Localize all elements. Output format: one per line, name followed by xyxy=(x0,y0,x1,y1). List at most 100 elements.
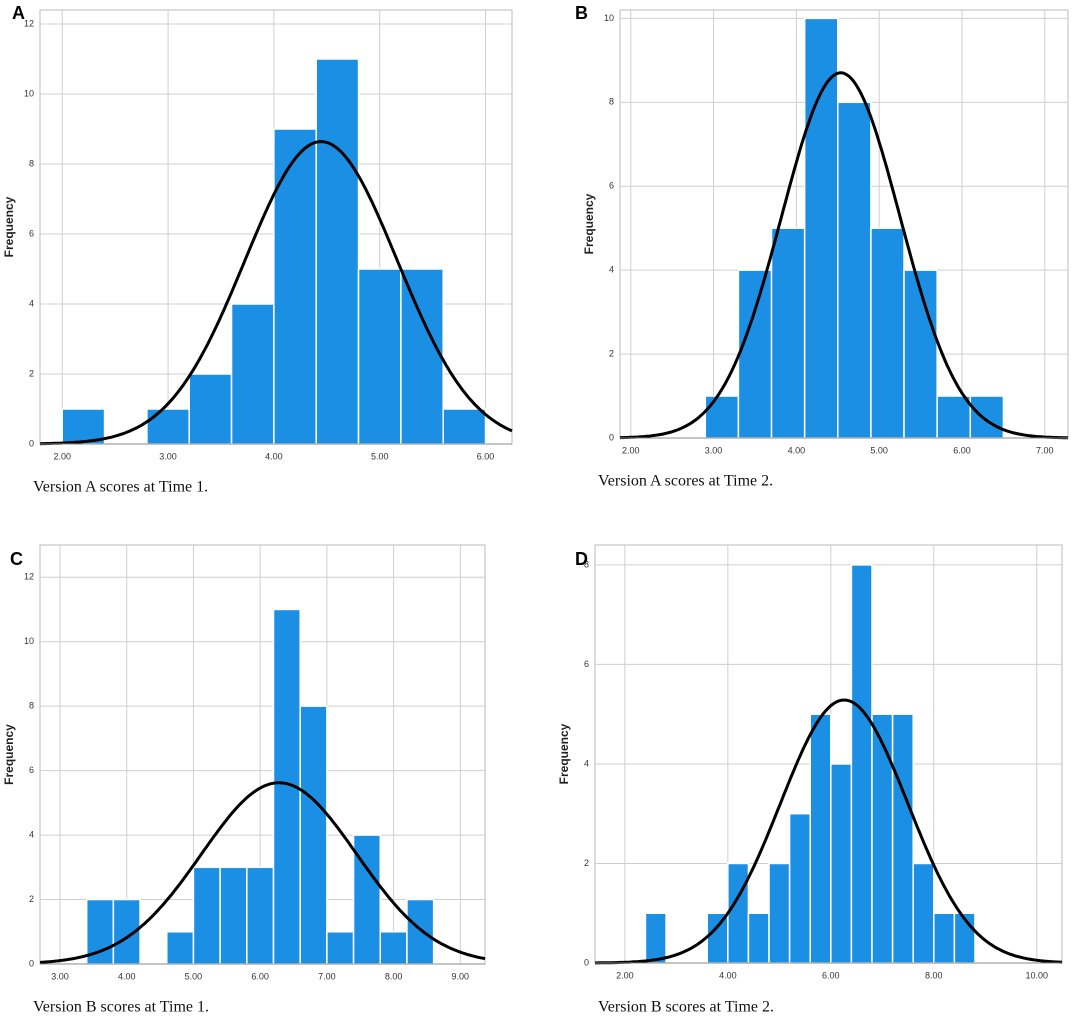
x-tick-label: 9.00 xyxy=(452,971,470,981)
caption: Version B scores at Time 2. xyxy=(598,999,774,1016)
normal-curve xyxy=(39,781,486,964)
x-tick-label: 4.00 xyxy=(118,971,136,981)
caption: Version A scores at Time 1. xyxy=(33,479,208,496)
bar xyxy=(933,912,956,964)
panel-letter: D xyxy=(575,549,588,569)
panel-letter: B xyxy=(575,3,588,23)
y-axis-label: Frequency xyxy=(2,196,16,257)
panel-letter: C xyxy=(10,549,23,569)
caption: Version B scores at Time 1. xyxy=(33,999,209,1016)
y-tick-label: 0 xyxy=(29,958,34,968)
caption: Version A scores at Time 2. xyxy=(598,473,773,490)
bar xyxy=(379,931,408,965)
bar xyxy=(747,912,770,964)
x-tick-label: 4.00 xyxy=(265,451,283,461)
bar xyxy=(788,812,811,964)
x-tick-label: 3.00 xyxy=(51,971,69,981)
y-tick-label: 10 xyxy=(24,636,34,646)
x-tick-label: 7.00 xyxy=(318,971,336,981)
y-axis-label: Frequency xyxy=(2,724,16,785)
y-tick-label: 4 xyxy=(584,758,589,768)
x-tick-label: 2.00 xyxy=(53,451,71,461)
y-tick-label: 2 xyxy=(609,348,614,358)
y-tick-label: 6 xyxy=(29,765,34,775)
bar xyxy=(706,912,729,964)
bar xyxy=(704,395,740,439)
y-tick-label: 8 xyxy=(29,158,34,168)
bar xyxy=(837,101,872,439)
bar xyxy=(166,931,195,965)
x-tick-label: 6.00 xyxy=(822,970,840,980)
bar xyxy=(891,713,914,964)
bar xyxy=(326,931,355,965)
bar xyxy=(400,268,444,445)
bar xyxy=(406,898,435,965)
y-tick-label: 2 xyxy=(29,368,34,378)
bar xyxy=(273,128,317,445)
y-tick-label: 4 xyxy=(609,265,614,275)
y-tick-label: 4 xyxy=(29,829,34,839)
x-tick-label: 7.00 xyxy=(1036,445,1054,455)
x-tick-label: 4.00 xyxy=(719,970,737,980)
bar xyxy=(870,227,905,439)
y-tick-label: 0 xyxy=(584,957,589,967)
bar xyxy=(644,912,667,964)
bar xyxy=(850,564,873,964)
y-tick-label: 6 xyxy=(29,228,34,238)
bar xyxy=(230,303,275,445)
x-tick-label: 5.00 xyxy=(185,971,203,981)
x-tick-label: 6.00 xyxy=(953,445,971,455)
x-tick-label: 3.00 xyxy=(159,451,177,461)
x-tick-label: 6.00 xyxy=(251,971,269,981)
panel-letter: A xyxy=(12,3,25,23)
bar xyxy=(188,373,233,445)
normal-curve xyxy=(620,71,1069,440)
y-tick-label: 8 xyxy=(29,701,34,711)
bar xyxy=(803,17,839,439)
y-axis-label: Frequency xyxy=(557,723,571,784)
x-tick-label: 5.00 xyxy=(870,445,888,455)
bar xyxy=(146,408,190,445)
normal-curve xyxy=(39,140,513,446)
x-tick-label: 3.00 xyxy=(705,445,723,455)
bar xyxy=(299,705,328,965)
bar xyxy=(727,862,750,964)
x-tick-label: 8.00 xyxy=(385,971,403,981)
x-tick-label: 8.00 xyxy=(925,970,943,980)
bar xyxy=(903,269,938,439)
x-tick-label: 10.00 xyxy=(1026,970,1049,980)
x-tick-label: 6.00 xyxy=(477,451,495,461)
y-tick-label: 2 xyxy=(584,858,589,868)
y-tick-label: 6 xyxy=(584,659,589,669)
y-tick-label: 12 xyxy=(24,572,34,582)
y-tick-label: 0 xyxy=(609,432,614,442)
y-tick-label: 12 xyxy=(24,18,34,28)
bar xyxy=(192,866,221,965)
bar xyxy=(969,395,1005,439)
bar xyxy=(112,898,141,965)
y-tick-label: 0 xyxy=(29,438,34,448)
bar xyxy=(315,58,360,445)
y-tick-label: 10 xyxy=(24,88,34,98)
y-tick-label: 10 xyxy=(604,13,614,23)
x-tick-label: 5.00 xyxy=(371,451,389,461)
bar xyxy=(912,862,935,964)
bar xyxy=(768,862,791,964)
y-tick-label: 2 xyxy=(29,894,34,904)
bar xyxy=(770,227,806,439)
bar xyxy=(809,713,832,964)
bar xyxy=(246,866,275,965)
bar xyxy=(737,269,773,439)
y-tick-label: 4 xyxy=(29,298,34,308)
x-tick-label: 4.00 xyxy=(788,445,806,455)
y-axis-label: Frequency xyxy=(582,193,596,254)
bar xyxy=(830,763,853,964)
bar xyxy=(442,408,487,445)
bar xyxy=(61,408,106,445)
y-tick-label: 8 xyxy=(609,97,614,107)
bar xyxy=(357,268,402,445)
bar xyxy=(219,866,248,965)
x-tick-label: 2.00 xyxy=(622,445,640,455)
normal-curve xyxy=(595,698,1063,965)
